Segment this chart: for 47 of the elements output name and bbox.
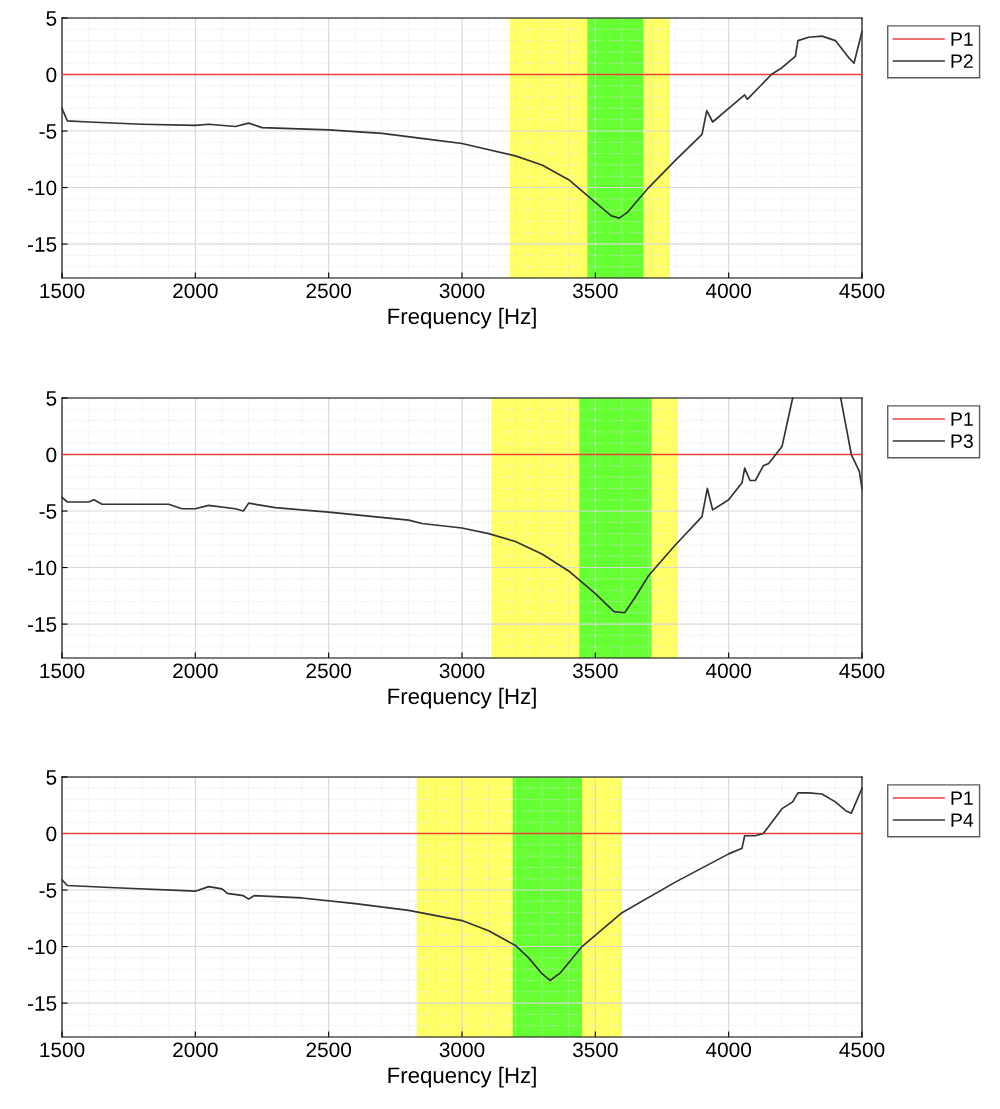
legend-label: P1 [951,32,973,46]
x-tick-label: 4500 [839,663,885,679]
y-tick-label: -5 [39,883,57,898]
legend-label: P4 [951,813,974,827]
y-tick-label: -10 [27,560,57,576]
x-tick-label: 1500 [40,1042,85,1058]
y-tick-label: 5 [46,11,57,26]
y-tick-label: -5 [39,504,57,519]
legend-label: P3 [951,434,973,449]
y-tick-label: -15 [27,617,57,632]
x-tick-label: 3500 [572,663,618,679]
x-axis-title: Frequency [Hz] [388,307,536,329]
x-tick-label: 1500 [40,283,85,299]
y-tick-label: -15 [27,237,57,252]
x-axis-title: Frequency [Hz] [388,687,536,709]
y-tick-label: 5 [46,770,57,785]
x-tick-label: 4000 [705,283,752,299]
legend-label: P1 [951,412,973,426]
x-tick-label: 2500 [306,283,352,299]
x-tick-label: 2000 [173,283,218,299]
y-tick-label: -15 [27,996,57,1011]
x-tick-label: 2500 [306,663,352,679]
line-series [61,30,863,219]
y-tick-label: 0 [46,447,57,463]
x-axis-title: Frequency [Hz] [388,1066,536,1088]
x-tick-label: 2000 [173,663,218,679]
y-tick-label: -10 [27,939,57,955]
x-tick-label: 3000 [439,663,485,679]
x-tick-label: 4000 [705,663,752,679]
y-tick-label: -10 [27,180,57,196]
x-tick-label: 3000 [439,283,485,299]
x-tick-label: 4500 [839,283,885,299]
legend-label: P1 [951,791,973,805]
x-tick-label: 4000 [705,1042,752,1058]
y-tick-label: -5 [39,124,57,139]
x-tick-label: 3000 [439,1042,485,1058]
x-tick-label: 2000 [173,1042,218,1058]
line-series [61,787,863,982]
x-tick-label: 1500 [40,663,85,679]
x-tick-label: 3500 [572,283,618,299]
y-tick-label: 5 [46,391,57,406]
x-tick-label: 4500 [839,1042,885,1058]
y-tick-label: 0 [46,826,57,842]
y-tick-label: 0 [46,67,57,83]
x-tick-label: 2500 [306,1042,352,1058]
x-tick-label: 3500 [572,1042,618,1058]
legend-label: P2 [951,54,973,68]
